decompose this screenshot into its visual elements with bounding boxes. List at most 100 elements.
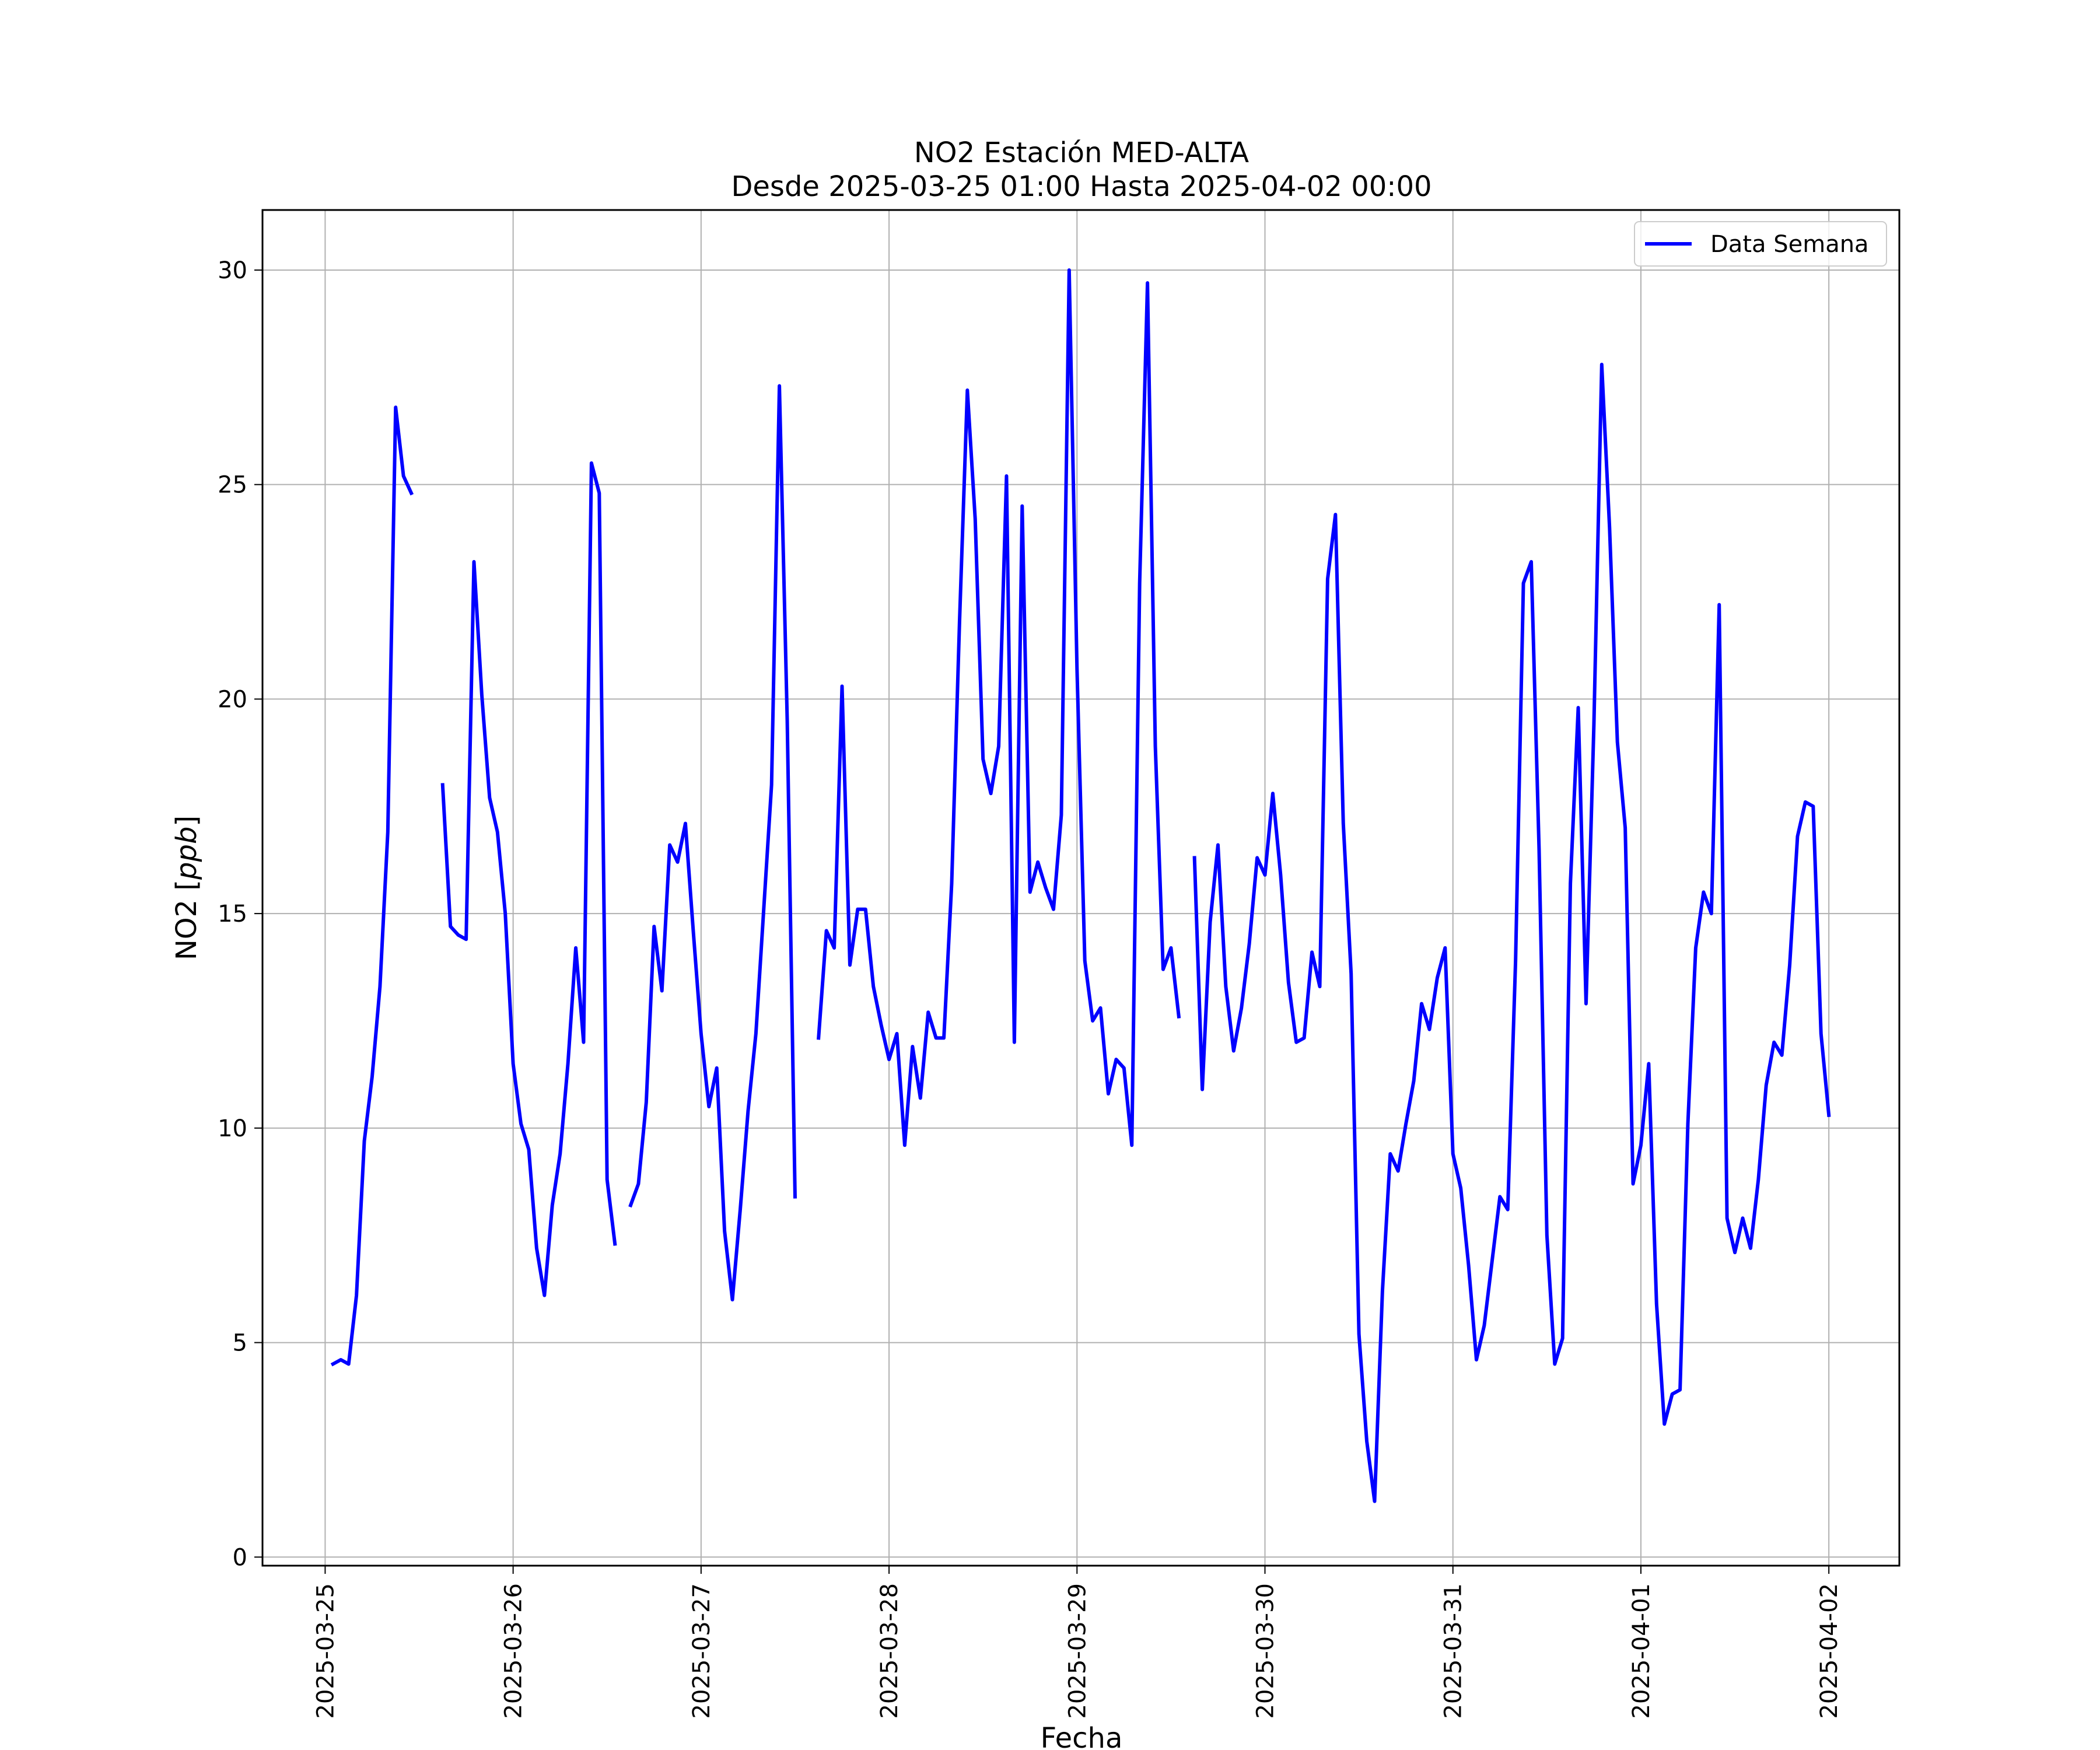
y-tick-label: 10 [218,1115,247,1142]
x-tick-label: 2025-03-28 [876,1583,903,1718]
data-point [535,1247,538,1250]
data-point [1671,1392,1674,1396]
data-point [347,1362,351,1366]
data-point [668,843,671,846]
data-point [1240,1006,1243,1010]
data-point [1639,1143,1643,1147]
data-point [1427,1028,1431,1031]
y-tick-label: 25 [218,472,247,499]
plot-frame [261,209,1901,1567]
data-point [1678,1388,1682,1391]
data-point [1498,1195,1502,1199]
data-point [1514,959,1517,963]
data-point [542,1294,546,1297]
series-data-semana [330,268,1831,1503]
data-point [355,1294,358,1297]
data-point [1600,363,1604,366]
data-point [935,1036,938,1040]
data-point [1107,1092,1110,1096]
data-point [1694,946,1698,950]
data-point [880,1023,883,1027]
data-point [793,1195,797,1199]
y-axis-label-suffix: ] [170,816,203,827]
data-point [1623,826,1627,830]
data-point [449,925,452,928]
data-point [1052,908,1055,911]
legend-label: Data Semana [1710,231,1869,258]
data-point [1091,1019,1094,1023]
data-point [1200,1088,1204,1091]
data-point [1318,985,1321,988]
data-point [1765,1083,1768,1087]
data-point [1013,1041,1016,1044]
data-point [629,1203,632,1207]
plot-area [262,210,1899,1566]
data-point [1193,856,1196,860]
legend-box [1634,221,1887,267]
data-point [1804,800,1807,804]
data-point [778,384,781,388]
data-point [1741,1216,1744,1220]
x-axis-label: Fecha [1041,1722,1123,1750]
x-tick-label: 2025-03-25 [312,1583,339,1718]
data-point [441,783,444,786]
y-axis-label-unit: ppb [170,827,203,880]
data-point [1537,848,1541,851]
data-point [386,830,390,834]
data-point [1161,968,1165,971]
y-tick-label: 5 [233,1330,247,1357]
data-point [1451,1152,1455,1156]
data-point [1819,1032,1823,1035]
x-tick-label: 2025-03-27 [688,1583,715,1718]
legend: Data Semana [1634,221,1887,267]
x-tick-label: 2025-03-30 [1252,1583,1279,1718]
data-point [856,908,859,911]
data-point [464,937,468,941]
data-point [864,908,867,911]
data-point [754,1032,758,1035]
data-point [1287,981,1290,984]
data-point [926,1010,930,1014]
data-point [1475,1358,1478,1362]
data-point [887,1058,891,1061]
data-point [848,963,852,967]
data-point [394,405,397,409]
x-axis-ticks: 2025-03-25 2025-03-26 2025-03-27 2025-03-28… [312,1566,1843,1718]
data-point [519,1122,523,1125]
data-point [331,1362,335,1366]
data-point [363,1139,366,1143]
y-axis-label: NO2 [ppb] [170,816,203,960]
data-point [738,1208,742,1212]
data-point [707,1105,710,1108]
data-point [1349,972,1353,975]
data-point [1334,513,1337,516]
data-point [1396,1169,1400,1172]
data-point [1553,1362,1556,1366]
data-point [942,1036,946,1040]
data-point [911,1045,914,1048]
data-point [746,1109,750,1112]
series-line-segment [1192,362,1831,1503]
data-point [1264,873,1267,877]
data-point [1099,1006,1102,1010]
data-point [410,491,413,495]
data-point [566,1062,570,1066]
data-point [1412,1079,1416,1083]
data-point [652,925,656,928]
data-point [895,1032,898,1035]
data-point [613,1242,617,1245]
data-point [370,1075,374,1079]
data-point [1662,1422,1666,1426]
data-point [1005,474,1008,478]
data-point [597,491,601,495]
data-point [1530,560,1533,564]
data-point [1169,946,1172,950]
data-point [1506,1208,1510,1212]
data-point [512,1062,515,1066]
data-point [1404,1122,1408,1125]
data-point [378,985,382,988]
data-point [551,1203,554,1207]
data-point [684,822,687,825]
data-point [1788,963,1791,967]
